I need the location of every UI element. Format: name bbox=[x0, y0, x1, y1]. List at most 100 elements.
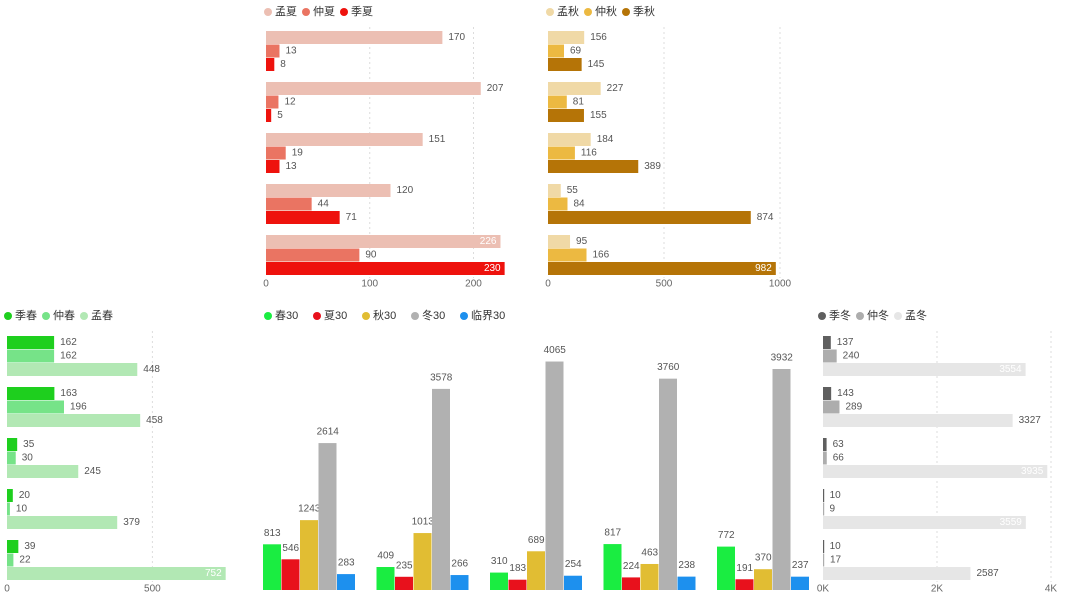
summer-data-label-3-2: 71 bbox=[346, 212, 358, 223]
autumn-tick-label-2: 1000 bbox=[769, 279, 792, 290]
winter-data-label-0-2: 3554 bbox=[999, 364, 1022, 375]
thirty-data-label-3-1: 224 bbox=[623, 561, 640, 572]
autumn-data-label-2-2: 389 bbox=[644, 161, 661, 172]
winter-tick-label-2: 4K bbox=[1045, 584, 1058, 595]
autumn-bar-3-1 bbox=[548, 197, 568, 211]
autumn-data-label-4-1: 166 bbox=[593, 250, 610, 261]
winter-bar-4-1 bbox=[823, 553, 825, 567]
thirty-bar-0-1 bbox=[281, 559, 300, 590]
spring-legend-label-2: 孟春 bbox=[91, 309, 113, 322]
spring-legend-label-1: 仲春 bbox=[53, 308, 75, 322]
summer-legend-marker-2 bbox=[340, 8, 348, 16]
winter-bar-3-1 bbox=[823, 502, 825, 516]
thirty-bar-3-4 bbox=[677, 576, 696, 590]
spring-tick-label-0: 0 bbox=[4, 584, 10, 595]
thirty-data-label-0-2: 1243 bbox=[298, 504, 321, 515]
spring-bar-4-2 bbox=[7, 567, 226, 580]
thirty-legend-marker-3 bbox=[411, 312, 419, 320]
autumn-bar-4-1 bbox=[548, 248, 587, 262]
autumn-data-label-3-2: 874 bbox=[757, 212, 774, 223]
autumn-data-label-4-0: 95 bbox=[576, 236, 588, 247]
winter-data-label-4-1: 17 bbox=[830, 555, 842, 566]
summer-bar-2-0 bbox=[266, 133, 423, 146]
summer-legend-marker-1 bbox=[302, 8, 310, 16]
spring-data-label-4-1: 22 bbox=[19, 555, 31, 566]
winter-legend-label-1: 仲冬 bbox=[867, 308, 889, 322]
summer-tick-label-2: 200 bbox=[465, 279, 482, 290]
autumn-data-label-4-2: 982 bbox=[755, 263, 772, 274]
autumn-legend-marker-1 bbox=[584, 8, 592, 16]
summer-data-label-3-1: 44 bbox=[318, 199, 330, 210]
summer-bar-4-0 bbox=[266, 235, 501, 248]
thirty-bar-1-0 bbox=[376, 567, 395, 590]
autumn-tick-label-0: 0 bbox=[545, 279, 551, 290]
spring-legend-marker-2 bbox=[80, 312, 88, 320]
winter-bar-3-2 bbox=[823, 516, 1026, 529]
autumn-bar-4-0 bbox=[548, 235, 571, 248]
autumn-data-label-1-2: 155 bbox=[590, 110, 607, 121]
winter-data-label-2-1: 66 bbox=[833, 453, 845, 464]
winter-data-label-0-1: 240 bbox=[843, 351, 860, 362]
autumn-bar-0-2 bbox=[548, 58, 582, 71]
autumn-data-label-1-1: 81 bbox=[573, 97, 585, 108]
spring-data-label-3-1: 10 bbox=[16, 504, 28, 515]
winter-data-label-3-2: 3559 bbox=[1000, 517, 1023, 528]
thirty-bar-0-0 bbox=[263, 544, 281, 590]
thirty-bar-4-1 bbox=[735, 579, 754, 590]
spring-bar-2-1 bbox=[7, 451, 16, 465]
spring-legend-marker-1 bbox=[42, 312, 50, 320]
summer-data-label-3-0: 120 bbox=[397, 185, 414, 196]
thirty-data-label-4-2: 370 bbox=[755, 553, 772, 564]
spring-data-label-0-0: 162 bbox=[60, 337, 77, 348]
summer-bar-0-2 bbox=[266, 58, 275, 71]
thirty-bar-1-2 bbox=[413, 533, 432, 590]
autumn-bar-3-2 bbox=[548, 211, 751, 224]
autumn-data-label-0-1: 69 bbox=[570, 46, 582, 57]
thirty-bar-3-0 bbox=[603, 544, 622, 590]
thirty-data-label-2-2: 689 bbox=[528, 535, 545, 546]
thirty-legend-label-0: 春30 bbox=[275, 309, 298, 322]
thirty-data-label-2-3: 4065 bbox=[544, 345, 567, 356]
thirty-data-label-1-2: 1013 bbox=[412, 517, 435, 528]
autumn-bar-4-2 bbox=[548, 262, 776, 275]
winter-data-label-3-0: 10 bbox=[830, 490, 842, 501]
thirty-legend-label-3: 冬30 bbox=[422, 308, 445, 322]
spring-bar-1-2 bbox=[7, 414, 141, 427]
spring-bar-0-0 bbox=[7, 336, 55, 349]
autumn-data-label-2-1: 116 bbox=[581, 148, 597, 159]
summer-legend-label-0: 孟夏 bbox=[275, 5, 297, 18]
winter-legend-marker-1 bbox=[856, 312, 864, 320]
summer-bar-4-2 bbox=[266, 262, 505, 275]
autumn-bar-2-2 bbox=[548, 160, 639, 173]
summer-bar-3-0 bbox=[266, 184, 391, 197]
thirty-bar-4-0 bbox=[717, 546, 735, 590]
autumn-data-label-1-0: 227 bbox=[607, 83, 624, 94]
winter-data-label-1-1: 289 bbox=[845, 402, 862, 413]
winter-tick-label-0: 0K bbox=[817, 584, 830, 595]
spring-data-label-2-2: 245 bbox=[84, 466, 101, 477]
autumn-bar-0-0 bbox=[548, 31, 585, 44]
winter-bar-2-1 bbox=[823, 451, 827, 465]
winter-data-label-1-0: 143 bbox=[837, 388, 854, 399]
thirty-bar-3-3 bbox=[659, 378, 677, 590]
spring-data-label-1-0: 163 bbox=[60, 388, 77, 399]
winter-bar-0-0 bbox=[823, 336, 831, 349]
winter-data-label-1-2: 3327 bbox=[1019, 415, 1042, 426]
thirty-bar-4-2 bbox=[754, 569, 772, 590]
winter-bar-4-0 bbox=[823, 540, 825, 553]
autumn-legend-marker-0 bbox=[546, 8, 554, 16]
autumn-data-label-0-2: 145 bbox=[588, 59, 605, 70]
autumn-bar-2-0 bbox=[548, 133, 591, 146]
thirty-data-label-4-1: 191 bbox=[736, 563, 753, 574]
spring-bar-0-1 bbox=[7, 349, 55, 363]
summer-bar-3-2 bbox=[266, 211, 340, 224]
thirty-data-label-4-0: 772 bbox=[718, 530, 735, 541]
thirty-data-label-3-4: 238 bbox=[678, 560, 695, 571]
autumn-bar-1-0 bbox=[548, 82, 601, 95]
thirty-legend-marker-1 bbox=[313, 312, 321, 320]
spring-data-label-2-0: 35 bbox=[23, 439, 35, 450]
spring-data-label-1-1: 196 bbox=[70, 402, 87, 413]
thirty-data-label-0-0: 813 bbox=[264, 528, 281, 539]
spring-bar-0-2 bbox=[7, 363, 138, 376]
thirty-data-label-2-4: 254 bbox=[565, 559, 582, 570]
